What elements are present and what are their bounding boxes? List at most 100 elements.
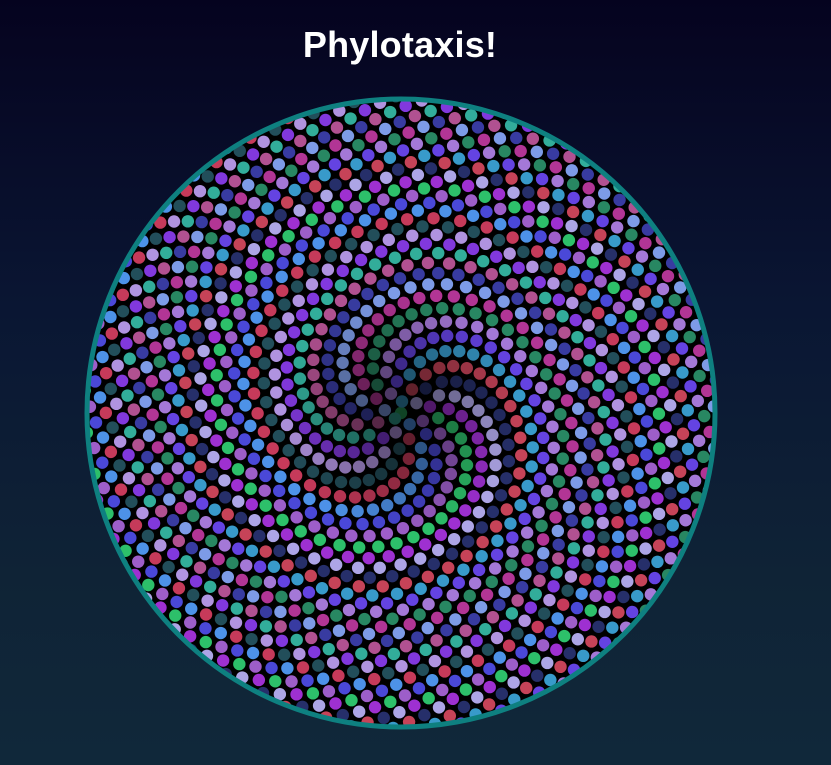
phyllotaxis-dot — [594, 228, 607, 242]
phyllotaxis-dot — [571, 633, 584, 646]
phyllotaxis-dot — [363, 428, 376, 442]
phyllotaxis-dot — [419, 643, 432, 657]
phyllotaxis-dot — [533, 276, 546, 289]
phyllotaxis-dot — [306, 264, 319, 277]
phyllotaxis-dot — [89, 416, 103, 429]
phyllotaxis-dot — [244, 270, 258, 284]
phyllotaxis-dot — [282, 230, 295, 243]
phyllotaxis-dot — [495, 687, 509, 700]
phyllotaxis-dot — [433, 427, 447, 440]
phyllotaxis-dot — [238, 355, 251, 368]
phyllotaxis-dot — [529, 350, 542, 364]
phyllotaxis-dot — [650, 295, 664, 308]
phyllotaxis-dot — [556, 598, 570, 611]
phyllotaxis-dot — [505, 172, 518, 185]
phyllotaxis-dot — [260, 262, 273, 276]
phyllotaxis-dot — [199, 635, 212, 649]
phyllotaxis-dot — [556, 452, 569, 465]
phyllotaxis-dot — [493, 132, 507, 145]
phyllotaxis-dot — [308, 552, 321, 565]
phyllotaxis-dot — [479, 237, 492, 251]
phyllotaxis-dot — [245, 604, 258, 618]
phyllotaxis-dot — [499, 422, 512, 436]
phyllotaxis-dot — [167, 350, 180, 364]
phyllotaxis-dot — [322, 642, 335, 656]
phyllotaxis-dot — [631, 263, 644, 276]
phyllotaxis-dot — [510, 131, 523, 145]
phyllotaxis-dot — [199, 608, 213, 621]
phyllotaxis-dot — [226, 426, 239, 439]
phyllotaxis-dot — [422, 522, 435, 535]
phyllotaxis-dot — [461, 535, 475, 548]
phyllotaxis-dot — [374, 620, 388, 634]
phyllotaxis-dot — [399, 176, 412, 189]
phyllotaxis-dot — [533, 472, 547, 485]
phyllotaxis-dot — [401, 259, 414, 272]
phyllotaxis-dot — [329, 139, 342, 152]
phyllotaxis-dot — [442, 561, 455, 574]
phyllotaxis-dot — [141, 450, 154, 464]
phyllotaxis-dot — [638, 285, 652, 298]
phyllotaxis-dot — [667, 353, 680, 366]
phyllotaxis-dot — [214, 203, 228, 216]
phyllotaxis-dot — [560, 279, 574, 292]
phyllotaxis-dot — [547, 580, 560, 593]
phyllotaxis-dot — [553, 373, 566, 386]
phyllotaxis-dot — [486, 474, 500, 488]
phyllotaxis-dot — [393, 115, 406, 129]
phyllotaxis-dot — [610, 221, 624, 234]
phyllotaxis-dot — [315, 598, 329, 611]
phyllotaxis-dot — [480, 415, 493, 428]
phyllotaxis-dot — [515, 646, 528, 659]
phyllotaxis-dot — [346, 665, 360, 678]
phyllotaxis-dot — [423, 196, 436, 210]
phyllotaxis-dot — [376, 278, 390, 292]
phyllotaxis-dot — [514, 498, 527, 512]
phyllotaxis-dot — [189, 416, 202, 429]
phyllotaxis-dot — [210, 434, 223, 447]
phyllotaxis-dot — [161, 472, 174, 485]
phyllotaxis-dot — [127, 367, 141, 380]
phyllotaxis-dot — [506, 545, 519, 558]
phyllotaxis-dot — [662, 306, 675, 319]
phyllotaxis-dot — [363, 571, 376, 584]
phyllotaxis-dot — [507, 215, 521, 229]
phyllotaxis-dot — [214, 263, 228, 276]
phyllotaxis-dot — [340, 569, 353, 583]
phyllotaxis-dot — [430, 611, 444, 625]
phyllotaxis-dot — [205, 468, 219, 481]
phyllotaxis-dot — [328, 576, 341, 590]
phyllotaxis-dot — [257, 135, 270, 148]
phyllotaxis-dot — [263, 575, 277, 589]
phyllotaxis-dot — [96, 456, 109, 469]
phyllotaxis-dot — [218, 584, 231, 598]
phyllotaxis-dot — [329, 697, 342, 710]
phyllotaxis-dot — [453, 345, 466, 358]
phyllotaxis-dot — [275, 270, 288, 284]
phyllotaxis-dot — [153, 355, 166, 368]
phyllotaxis-dot — [111, 359, 124, 372]
phyllotaxis-dot — [166, 514, 180, 527]
phyllotaxis-dot — [115, 374, 129, 388]
phyllotaxis-dot — [353, 677, 366, 691]
phyllotaxis-dot — [528, 651, 541, 665]
phyllotaxis-dot — [508, 201, 521, 214]
phyllotaxis-dot — [675, 342, 689, 355]
phyllotaxis-dot — [373, 294, 386, 308]
phyllotaxis-dot — [355, 336, 368, 350]
phyllotaxis-dot — [371, 159, 384, 173]
phyllotaxis-dot — [606, 445, 619, 458]
phyllotaxis-dot — [260, 276, 273, 290]
phyllotaxis-dot — [566, 177, 580, 191]
phyllotaxis-dot — [288, 497, 301, 510]
phyllotaxis-dot — [552, 475, 566, 488]
phyllotaxis-dot — [430, 289, 443, 303]
phyllotaxis-dot — [107, 495, 121, 508]
phyllotaxis-dot — [408, 109, 422, 123]
phyllotaxis-dot — [132, 555, 145, 568]
phyllotaxis-dot — [274, 209, 287, 222]
phyllotaxis-dot — [640, 415, 654, 428]
phyllotaxis-dot — [298, 421, 312, 435]
phyllotaxis-dot — [99, 366, 113, 380]
phyllotaxis-dot — [525, 291, 538, 304]
